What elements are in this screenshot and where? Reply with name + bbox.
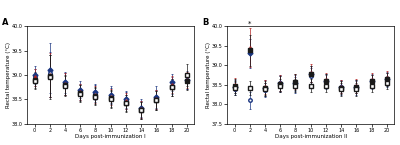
Text: B: B bbox=[202, 18, 208, 27]
X-axis label: Days post-immunization II: Days post-immunization II bbox=[274, 134, 347, 139]
Y-axis label: Rectal temperature (°C): Rectal temperature (°C) bbox=[6, 42, 10, 108]
Text: *: * bbox=[248, 21, 252, 27]
X-axis label: Days post-immunization I: Days post-immunization I bbox=[75, 134, 146, 139]
Text: A: A bbox=[2, 18, 8, 27]
Y-axis label: Rectal temperature (°C): Rectal temperature (°C) bbox=[206, 42, 210, 108]
